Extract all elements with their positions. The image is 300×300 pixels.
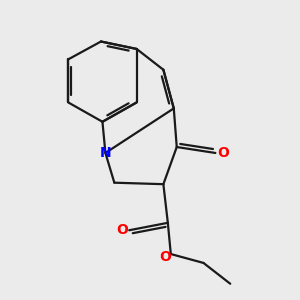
Text: O: O [217, 146, 229, 160]
Text: N: N [100, 146, 111, 160]
Text: O: O [116, 223, 128, 237]
Text: O: O [159, 250, 171, 264]
